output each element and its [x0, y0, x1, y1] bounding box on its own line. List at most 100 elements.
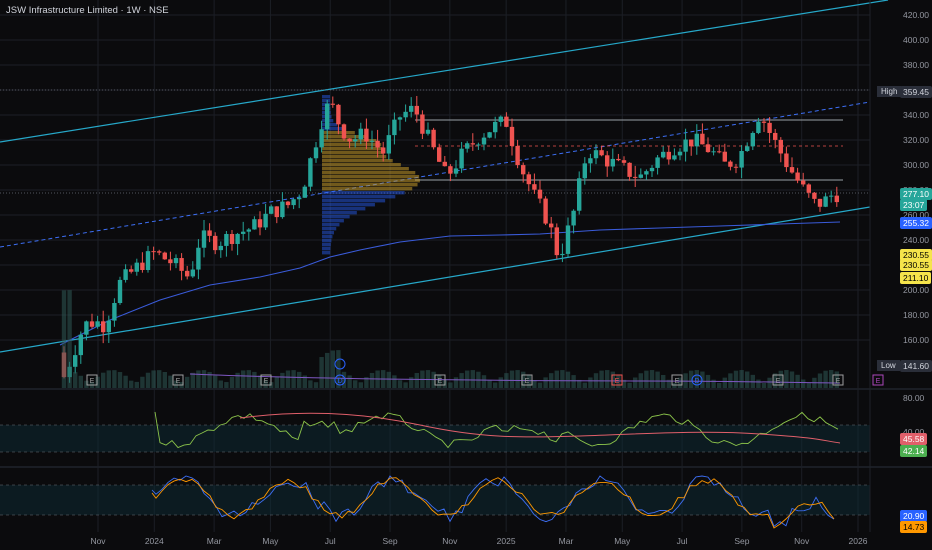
price-tick-label: 340.00: [903, 110, 929, 120]
volume-profile-bar: [322, 179, 420, 183]
volume-bar: [465, 370, 470, 388]
candle-down: [801, 180, 806, 185]
volume-bar: [689, 370, 694, 388]
candle-up: [117, 279, 123, 303]
candle-up: [409, 105, 414, 112]
candle-up: [386, 135, 391, 154]
time-tick-label: 2024: [145, 536, 164, 546]
volume-bar: [241, 370, 246, 388]
candle-up: [297, 197, 302, 200]
candle-up: [358, 128, 363, 140]
volume-bar: [817, 373, 823, 388]
volume-bar: [493, 382, 498, 388]
candle-up: [582, 163, 587, 179]
volume-bar: [123, 375, 128, 388]
channel-lower-line: [0, 206, 871, 353]
volume-bar: [537, 382, 543, 388]
volume-bar: [297, 371, 302, 388]
candle-up: [465, 143, 470, 149]
candle-down: [554, 227, 559, 256]
candle-down: [773, 132, 778, 140]
volume-bar: [84, 380, 89, 388]
candle-down: [381, 147, 386, 154]
volume-bar: [291, 370, 296, 388]
volume-profile-bar: [322, 155, 387, 159]
volume-bar: [201, 370, 207, 388]
volume-profile-bar: [322, 239, 332, 243]
volume-bar: [448, 382, 453, 388]
volume-profile-bar: [322, 159, 393, 163]
candle-down: [229, 233, 235, 244]
volume-bar: [621, 379, 627, 388]
dividend-marker: [334, 374, 346, 386]
rsi-ma-tag: 45.58: [900, 433, 928, 445]
volume-bar: [521, 371, 526, 388]
candle-up: [756, 121, 761, 133]
volume-bar: [78, 375, 83, 388]
candle-up: [661, 151, 666, 158]
volume-bar: [285, 370, 291, 388]
candle-down: [605, 155, 610, 167]
low-value-tag: 141.60: [900, 360, 932, 372]
candle-down: [616, 158, 621, 161]
volume-bar: [196, 370, 201, 388]
candle-up: [694, 133, 699, 147]
volume-profile-bar: [322, 127, 345, 131]
yellow-tag-2: 230.55: [900, 259, 932, 271]
candle-up: [201, 230, 207, 248]
price-tick-label: 320.00: [903, 135, 929, 145]
candle-down: [336, 104, 341, 125]
volume-bar: [739, 370, 744, 388]
volume-bar: [717, 382, 722, 388]
volume-profile-bar: [322, 195, 396, 199]
volume-bar: [515, 370, 520, 388]
candle-down: [700, 133, 705, 145]
candle-up: [644, 171, 649, 175]
candle-up: [145, 251, 151, 270]
volume-bar: [453, 377, 459, 388]
volume-bar: [67, 290, 72, 388]
candle-up: [593, 150, 599, 159]
candle-up: [196, 247, 201, 270]
earnings-marker: [86, 374, 98, 386]
low-label: Low: [877, 360, 900, 371]
event-marker-label: E: [525, 378, 530, 385]
candle-down: [705, 144, 711, 153]
volume-profile-bar: [322, 123, 338, 127]
volume-profile-bar: [322, 247, 331, 251]
volume-bar: [151, 370, 156, 388]
event-marker-label: E: [90, 378, 95, 385]
volume-bar: [487, 380, 492, 388]
volume-profile-bar: [322, 171, 416, 175]
time-tick-label: May: [614, 536, 631, 546]
volume-bar: [414, 373, 419, 388]
volume-bar: [106, 370, 111, 388]
volume-bar: [162, 371, 167, 388]
volume-bar: [616, 375, 621, 388]
candle-down: [375, 140, 380, 148]
price-tick-label: 180.00: [903, 310, 929, 320]
candle-down: [722, 151, 727, 162]
volume-bar: [112, 370, 117, 388]
volume-bar: [649, 370, 655, 388]
volume-bar: [263, 380, 268, 388]
candle-up: [476, 144, 481, 146]
candle-up: [560, 253, 565, 256]
price-tick-label: 260.00: [903, 210, 929, 220]
volume-bar: [224, 382, 229, 388]
candle-down: [151, 251, 156, 253]
candle-down: [162, 252, 167, 260]
volume-bar: [655, 371, 660, 388]
volume-bar: [229, 376, 235, 388]
candle-up: [235, 233, 240, 244]
earnings-marker: [872, 374, 884, 386]
candle-up: [224, 233, 229, 246]
volume-profile-bar: [322, 167, 409, 171]
volume-profile-bar: [322, 231, 334, 235]
volume-bar: [801, 379, 806, 388]
candle-up: [190, 269, 195, 277]
candle-up: [638, 174, 643, 178]
time-tick-label: Mar: [207, 536, 222, 546]
candle-down: [364, 128, 369, 142]
